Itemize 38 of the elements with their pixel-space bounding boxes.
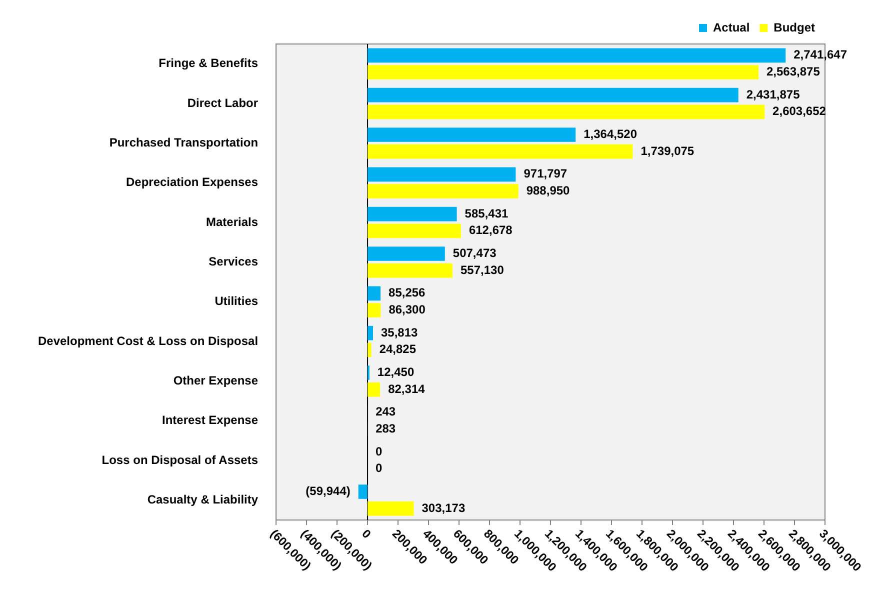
legend-label: Budget — [774, 20, 816, 34]
y-tick-label: Casualty & Liability — [147, 492, 258, 506]
data-label: (59,944) — [306, 484, 350, 498]
data-label: 2,563,875 — [766, 64, 820, 79]
y-tick-label: Other Expense — [173, 373, 258, 388]
y-tick-label: Services — [208, 254, 258, 268]
data-label: 2,431,875 — [746, 87, 800, 102]
data-label: 85,256 — [388, 286, 426, 300]
data-label: 1,364,520 — [584, 127, 638, 142]
data-label: 0 — [376, 444, 383, 458]
data-label: 612,678 — [468, 223, 513, 238]
y-tick-label: Depreciation Expenses — [126, 175, 258, 190]
data-label: 12,450 — [377, 365, 414, 380]
data-label: 82,314 — [388, 382, 426, 396]
data-label: 1,739,075 — [640, 144, 694, 158]
data-label: 971,797 — [524, 166, 568, 181]
data-label: 557,130 — [460, 262, 504, 277]
y-tick-label: Development Cost & Loss on Disposal — [38, 334, 258, 348]
data-label: 2,603,652 — [772, 104, 826, 118]
y-tick-label: Fringe & Benefits — [158, 56, 258, 70]
data-label: 303,173 — [422, 500, 466, 515]
data-label: 507,473 — [452, 246, 497, 260]
data-label: 86,300 — [388, 302, 426, 317]
y-tick-label: Materials — [206, 214, 258, 229]
data-label: 585,431 — [464, 206, 509, 220]
data-label: 2,741,647 — [794, 48, 848, 62]
data-label: 0 — [376, 461, 383, 476]
y-tick-label: Interest Expense — [162, 413, 258, 428]
data-label: 243 — [376, 404, 396, 419]
y-tick-label: Direct Labor — [187, 96, 258, 110]
data-label: 24,825 — [379, 342, 416, 356]
y-tick-label: Utilities — [214, 294, 258, 308]
y-tick-label: Purchased Transportation — [109, 135, 258, 150]
data-label: 35,813 — [380, 325, 418, 340]
data-label: 988,950 — [526, 184, 570, 198]
data-label: 283 — [376, 422, 396, 436]
y-tick-label: Loss on Disposal of Assets — [102, 452, 258, 467]
legend-label: Actual — [713, 20, 750, 34]
